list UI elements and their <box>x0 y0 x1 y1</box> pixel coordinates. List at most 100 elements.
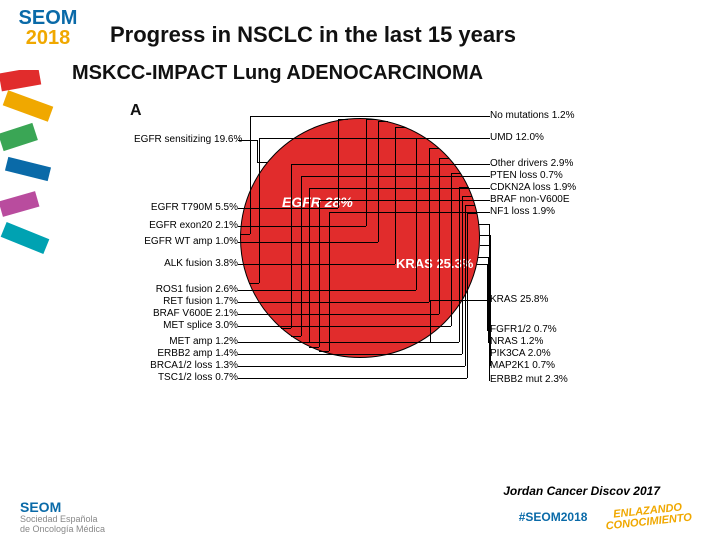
leader-line <box>319 200 320 347</box>
leader-line <box>238 366 465 367</box>
leader-line <box>299 342 309 343</box>
leader-line <box>378 121 379 242</box>
pie <box>240 118 480 358</box>
citation: Jordan Cancer Discov 2017 <box>503 484 660 498</box>
slice-label: PIK3CA 2.0% <box>490 348 551 359</box>
footer-tagline: ENLAZANDO CONOCIMIENTO <box>605 502 693 533</box>
leader-line <box>238 354 462 355</box>
slice-label: KRAS 25.8% <box>490 294 548 305</box>
footer-right: #SEOM2018 ENLAZANDO CONOCIMIENTO <box>519 506 692 528</box>
leader-line <box>238 302 429 303</box>
leader-line <box>430 300 490 301</box>
leader-line <box>395 127 396 264</box>
leader-line <box>240 234 250 235</box>
leader-line <box>238 378 467 379</box>
leader-line <box>259 138 490 139</box>
leader-line <box>478 257 488 258</box>
slice-label: EGFR T790M 5.5% <box>134 202 238 213</box>
footer: SEOM Sociedad Española de Oncología Médi… <box>0 500 720 534</box>
footer-org: SEOM <box>20 500 105 514</box>
slice-label: MAP2K1 0.7% <box>490 360 555 371</box>
leader-line <box>479 224 489 225</box>
leader-line <box>462 196 472 197</box>
leader-line <box>366 119 376 120</box>
leader-line <box>291 164 292 328</box>
leader-line <box>366 119 367 226</box>
leader-line <box>487 264 488 330</box>
slice-label: No mutations 1.2% <box>490 110 575 121</box>
leader-line <box>451 173 461 174</box>
footer-hashtag: #SEOM2018 <box>519 510 588 524</box>
slice-label: PTEN loss 0.7% <box>490 170 563 181</box>
leader-line <box>301 176 302 336</box>
leader-line <box>395 127 405 128</box>
leader-line <box>459 187 460 342</box>
slice-label: ALK fusion 3.8% <box>134 258 238 269</box>
leader-line <box>429 148 430 302</box>
leader-line <box>238 314 439 315</box>
leader-line <box>238 326 451 327</box>
slice-label: EGFR sensitizing 19.6% <box>134 134 238 145</box>
slice-label: EGFR WT amp 1.0% <box>134 236 238 247</box>
slice-label: RET fusion 1.7% <box>134 296 238 307</box>
leader-line <box>480 245 490 246</box>
slide-title: Progress in NSCLC in the last 15 years <box>110 22 516 48</box>
slice-label: EGFR exon20 2.1% <box>134 220 238 231</box>
leader-line <box>439 158 440 314</box>
leader-line <box>291 336 301 337</box>
leader-line <box>462 196 463 354</box>
footer-org-sub2: de Oncología Médica <box>20 524 105 534</box>
leader-line <box>488 342 490 343</box>
leader-line <box>329 212 330 351</box>
slice-label: BRAF non-V600E <box>490 194 570 205</box>
slice-label: BRCA1/2 loss 1.3% <box>134 360 238 371</box>
leader-line <box>430 300 431 342</box>
leader-line <box>238 264 395 265</box>
slice-label: BRAF V600E 2.1% <box>134 308 238 319</box>
leader-line <box>429 148 439 149</box>
leader-line <box>259 138 260 283</box>
footer-org-sub1: Sociedad Española <box>20 514 105 524</box>
leader-line <box>489 380 490 381</box>
leader-line <box>451 173 452 326</box>
leader-line <box>465 205 475 206</box>
slice-label: Other drivers 2.9% <box>490 158 573 169</box>
slide-subtitle: MSKCC-IMPACT Lung ADENOCARCINOMA <box>72 62 483 85</box>
slice-label: MET splice 3.0% <box>134 320 238 331</box>
slice-label: ERBB2 mut 2.3% <box>490 374 568 385</box>
leader-line <box>291 164 490 165</box>
slice-label: MET amp 1.2% <box>134 336 238 347</box>
logo-line1: SEOM <box>19 8 78 28</box>
decor-left-bars <box>0 70 56 290</box>
leader-line <box>238 140 257 141</box>
slice-label: FGFR1/2 0.7% <box>490 324 557 335</box>
footer-left: SEOM Sociedad Española de Oncología Médi… <box>20 500 105 534</box>
leader-line <box>301 176 490 177</box>
slice-label: ERBB2 amp 1.4% <box>134 348 238 359</box>
leader-line <box>250 116 251 234</box>
leader-line <box>487 330 490 331</box>
leader-line <box>338 119 348 120</box>
logo-line2: 2018 <box>26 28 71 48</box>
leader-line <box>319 351 329 352</box>
leader-line <box>309 188 310 342</box>
leader-line <box>309 188 490 189</box>
slice-label: ROS1 fusion 2.6% <box>134 284 238 295</box>
pie-chart: EGFR 28% KRAS 25.3% EGFR sensitizing 19.… <box>130 98 690 428</box>
leader-line <box>309 347 319 348</box>
leader-line <box>439 158 449 159</box>
slice-label: UMD 12.0% <box>490 132 544 143</box>
slice-label: NF1 loss 1.9% <box>490 206 555 217</box>
slice-label: CDKN2A loss 1.9% <box>490 182 576 193</box>
leader-line <box>281 328 291 329</box>
leader-line <box>420 342 430 343</box>
seom-logo: SEOM 2018 <box>8 8 88 54</box>
leader-line <box>249 283 259 284</box>
leader-line <box>238 290 416 291</box>
leader-line <box>378 121 388 122</box>
leader-line <box>329 212 490 213</box>
leader-line <box>250 116 490 117</box>
leader-line <box>319 200 490 201</box>
leader-line <box>467 213 468 378</box>
slice-label: TSC1/2 loss 0.7% <box>134 372 238 383</box>
